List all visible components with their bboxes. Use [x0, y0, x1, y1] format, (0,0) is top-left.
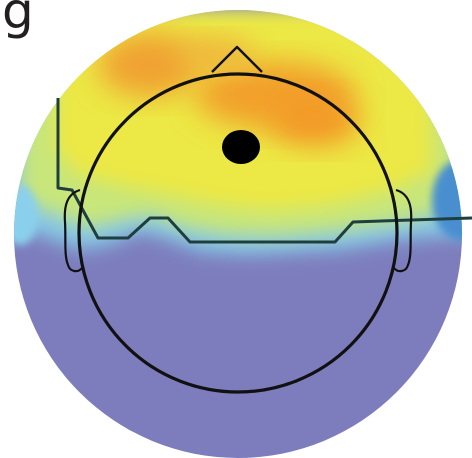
- panel-label: g: [2, 0, 34, 40]
- nose-outline: [211, 45, 263, 73]
- head-outline: [77, 72, 399, 394]
- left-ear-outline: [63, 188, 83, 273]
- electrode-marker: [222, 130, 260, 164]
- significance-contour: [56, 98, 472, 244]
- right-ear-outline: [393, 188, 413, 273]
